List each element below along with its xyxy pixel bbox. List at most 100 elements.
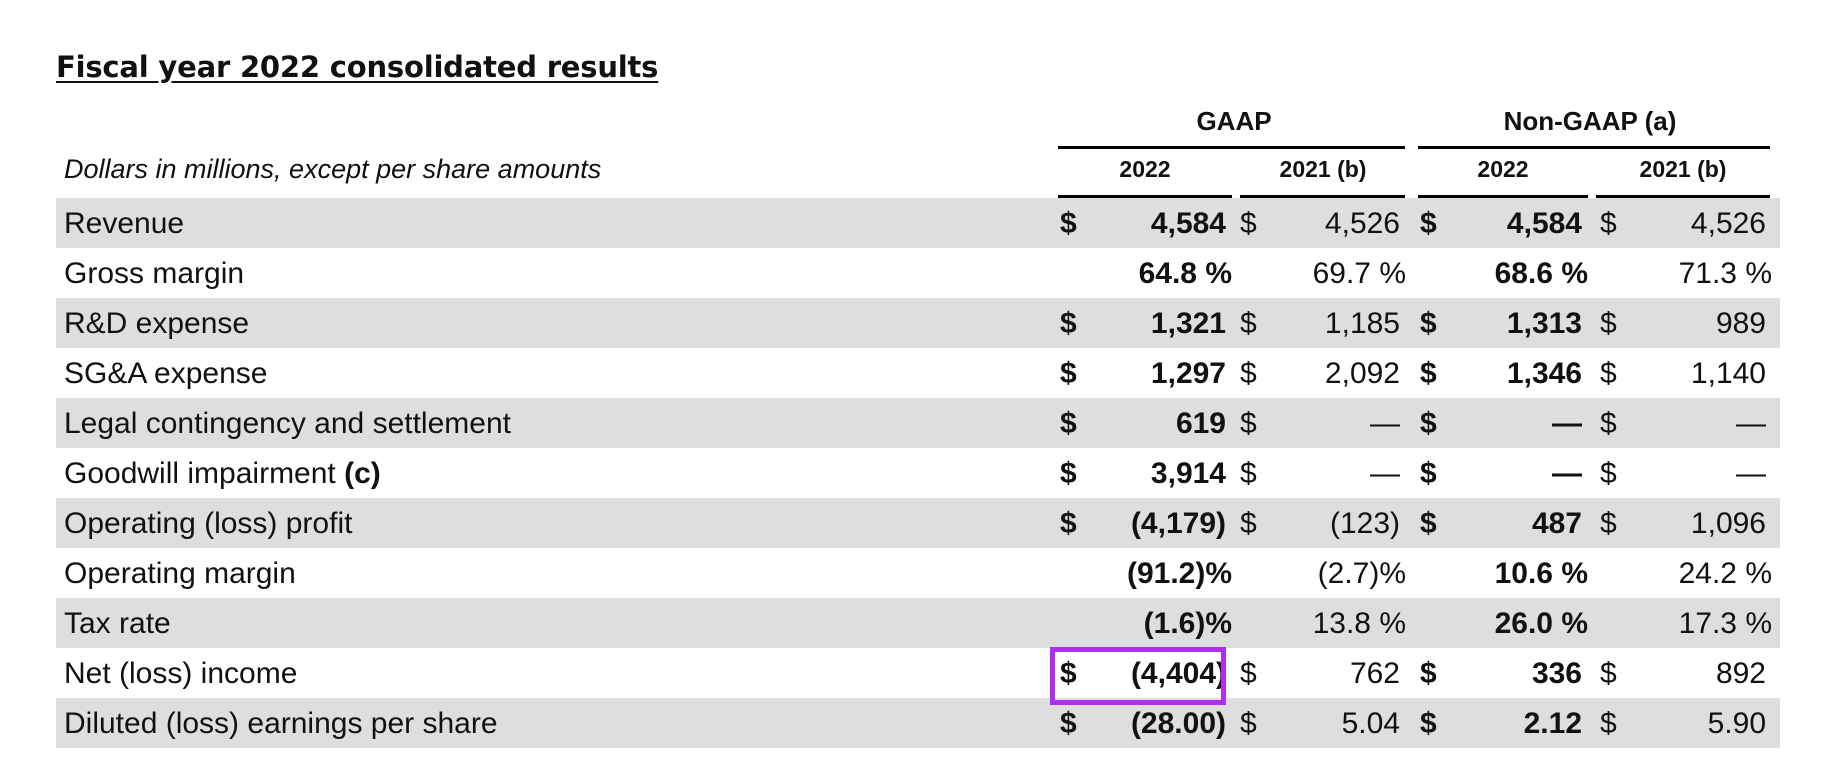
cell-value: (2.7)% (1317, 557, 1406, 590)
row-label: Goodwill impairment (c) (64, 457, 381, 491)
cell-value: (1.6)% (1143, 607, 1232, 640)
gaap-group-header: GAAP (1196, 106, 1272, 136)
cell-value: 4,526 (1324, 207, 1400, 240)
row-label: Operating margin (64, 557, 296, 591)
value-cell: $5.90 (1600, 707, 1772, 741)
cell-value: 487 (1531, 507, 1582, 540)
cell-value: 1,321 (1150, 307, 1226, 340)
cell-value: (123) (1329, 507, 1400, 540)
row-label: Net (loss) income (64, 657, 297, 691)
cell-value: — (1370, 407, 1400, 440)
value-cell: 71.3 % (1600, 257, 1772, 291)
currency-symbol: $ (1060, 207, 1077, 240)
value-cell: 68.6 % (1420, 257, 1588, 291)
cell-value: — (1736, 407, 1766, 440)
value-cell: 24.2 % (1600, 557, 1772, 591)
value-cell: $3,914 (1060, 457, 1232, 491)
value-cell: (91.2)% (1060, 557, 1232, 591)
row-label-text: Revenue (64, 207, 185, 240)
row-label: Diluted (loss) earnings per share (64, 707, 498, 741)
cell-value: 336 (1531, 657, 1582, 690)
table-row: Gross margin 64.8 % 69.7 % 68.6 % 71.3 % (56, 248, 1780, 298)
value-cell: $ — (1420, 457, 1588, 491)
currency-symbol: $ (1240, 307, 1257, 340)
cell-value: 762 (1349, 657, 1400, 690)
col-header-gaap-2022: 2022 (1119, 156, 1171, 182)
value-cell: (2.7)% (1240, 557, 1406, 591)
cell-value: (4,179) (1130, 507, 1226, 540)
currency-symbol: $ (1600, 307, 1617, 340)
table-row: Net (loss) income $ (4,404) $762 $336 $892 (56, 648, 1780, 698)
row-label-text: Gross margin (64, 257, 245, 290)
cell-value: 1,346 (1506, 357, 1582, 390)
value-cell: $1,096 (1600, 507, 1772, 541)
currency-symbol: $ (1060, 407, 1077, 440)
col-header-nongaap-2022: 2022 (1477, 156, 1529, 182)
value-cell: $619 (1060, 407, 1232, 441)
value-cell: $ (123) (1240, 507, 1406, 541)
currency-symbol: $ (1420, 357, 1437, 390)
col-rule-nongaap-2022 (1418, 195, 1588, 198)
value-cell: $ (4,179) (1060, 507, 1232, 541)
value-cell: $989 (1600, 307, 1772, 341)
currency-symbol: $ (1420, 457, 1437, 490)
value-cell: 69.7 % (1240, 257, 1406, 291)
row-label-text: Diluted (loss) earnings per share (64, 707, 498, 740)
cell-value: 1,313 (1506, 307, 1582, 340)
currency-symbol: $ (1600, 657, 1617, 690)
cell-value: 3,914 (1150, 457, 1226, 490)
value-cell: $2.12 (1420, 707, 1588, 741)
value-cell: $4,584 (1060, 207, 1232, 241)
cell-value: 13.8 % (1312, 607, 1406, 640)
value-cell: (1.6)% (1060, 607, 1232, 641)
currency-symbol: $ (1240, 507, 1257, 540)
currency-symbol: $ (1240, 357, 1257, 390)
currency-symbol: $ (1060, 457, 1077, 490)
cell-value: 1,096 (1690, 507, 1766, 540)
cell-value: 1,297 (1150, 357, 1226, 390)
table-row: Revenue $4,584 $4,526 $4,584 $4,526 (56, 198, 1780, 248)
table-row: Goodwill impairment (c) $3,914 $ — $ — $ — (56, 448, 1780, 498)
value-cell: $ — (1240, 457, 1406, 491)
row-label: R&D expense (64, 307, 249, 341)
value-cell: $1,313 (1420, 307, 1588, 341)
cell-value: 4,584 (1150, 207, 1226, 240)
value-cell: $ — (1600, 457, 1772, 491)
currency-symbol: $ (1060, 357, 1077, 390)
row-label: Gross margin (64, 257, 244, 291)
row-label-text: Operating (loss) profit (64, 507, 353, 540)
currency-symbol: $ (1600, 457, 1617, 490)
value-cell: $762 (1240, 657, 1406, 691)
cell-value: 26.0 % (1494, 607, 1588, 640)
currency-symbol: $ (1600, 357, 1617, 390)
currency-symbol: $ (1240, 207, 1257, 240)
cell-value: — (1552, 407, 1582, 440)
cell-value: — (1736, 457, 1766, 490)
cell-value: 68.6 % (1494, 257, 1588, 290)
currency-symbol: $ (1600, 707, 1617, 740)
table-row: Operating margin (91.2)% (2.7)% 10.6 % 24.2 … (56, 548, 1780, 598)
value-cell: $1,321 (1060, 307, 1232, 341)
cell-value: — (1370, 457, 1400, 490)
col-rule-nongaap-2021 (1596, 195, 1770, 198)
cell-value: 619 (1175, 407, 1226, 440)
col-header-nongaap-2021: 2021 (b) (1639, 156, 1727, 182)
value-cell: $1,140 (1600, 357, 1772, 391)
value-cell: $1,346 (1420, 357, 1588, 391)
currency-symbol: $ (1060, 307, 1077, 340)
col-rule-gaap-2022 (1058, 195, 1232, 198)
highlight-box (1050, 647, 1226, 705)
table-title: Fiscal year 2022 consolidated results (56, 50, 659, 84)
cell-value: 4,526 (1690, 207, 1766, 240)
row-label: Tax rate (64, 607, 171, 641)
cell-value: 24.2 % (1678, 557, 1772, 590)
currency-symbol: $ (1420, 307, 1437, 340)
cell-value: (4,404) (1130, 657, 1226, 690)
currency-symbol: $ (1240, 707, 1257, 740)
currency-symbol: $ (1420, 407, 1437, 440)
cell-value: — (1552, 457, 1582, 490)
value-cell: 64.8 % (1060, 257, 1232, 291)
value-cell: $ (28.00) (1060, 707, 1232, 741)
row-label-text: Goodwill impairment (64, 457, 345, 490)
currency-symbol: $ (1240, 457, 1257, 490)
